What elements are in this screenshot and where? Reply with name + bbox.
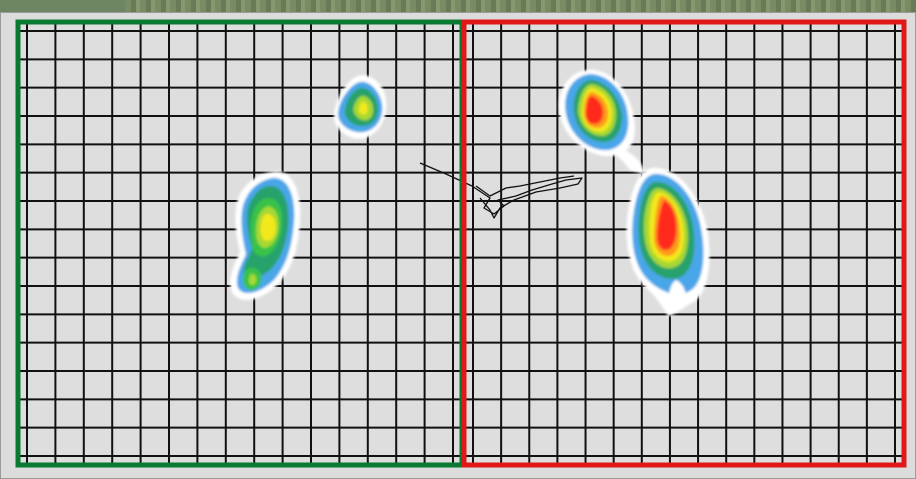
left-small-pressure-blob <box>334 75 387 139</box>
right-lower-pressure-blob <box>626 167 710 316</box>
right-plate-border <box>461 19 907 468</box>
center-of-pressure-trace <box>419 162 583 219</box>
right-upper-pressure-blob <box>559 69 644 174</box>
left-large-pressure-blob <box>230 171 301 300</box>
